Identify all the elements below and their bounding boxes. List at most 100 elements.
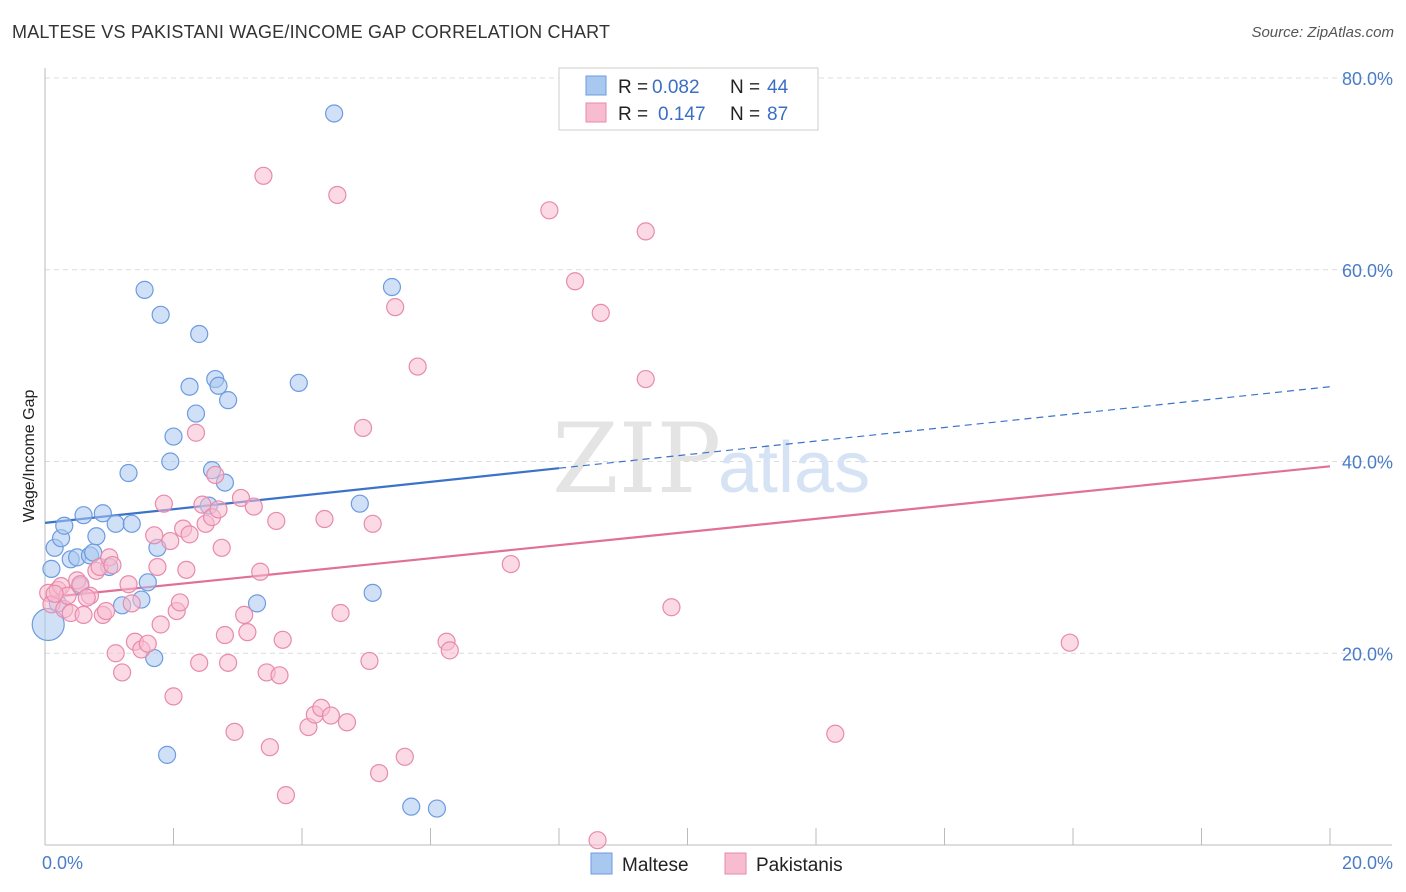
point-pakistanis-49 [244,497,263,516]
point-pakistanis-79 [591,303,610,322]
point-pakistanis-84 [1060,633,1079,652]
point-maltese-1 [42,559,61,578]
point-pakistanis-82 [662,598,681,617]
legend-n-label-maltese: N = [730,77,760,98]
watermark-atlas: atlas [718,428,870,508]
point-maltese-27 [164,427,183,446]
point-pakistanis-72 [408,357,427,376]
point-pakistanis-71 [395,747,414,766]
point-maltese-28 [180,377,199,396]
y-axis-title: Wage/Income Gap [21,390,38,523]
trend-line-extension-maltese [558,386,1331,469]
point-pakistanis-83 [826,724,845,743]
point-pakistanis-56 [273,630,292,649]
legend-r-pakistanis: 0.147 [658,104,706,125]
point-pakistanis-42 [212,538,231,557]
point-maltese-5 [55,516,74,535]
grid-lines [45,77,1392,654]
point-pakistanis-85 [45,584,64,603]
point-pakistanis-86 [77,588,96,607]
point-pakistanis-70 [386,298,405,317]
point-pakistanis-64 [331,603,350,623]
point-pakistanis-48 [238,623,257,642]
bottom-legend-swatch-pakistanis [724,852,747,875]
y-tick-label-40: 40.0% [1342,453,1393,473]
point-maltese-38 [289,373,308,392]
point-pakistanis-23 [138,634,157,653]
point-pakistanis-66 [353,418,373,438]
legend-n-pakistanis: 87 [767,104,788,125]
point-pakistanis-36 [190,653,209,672]
bottom-legend: Maltese Pakistanis [590,852,843,876]
point-pakistanis-63 [328,185,347,205]
point-pakistanis-54 [267,511,286,531]
x-tick-labels: 0.0% 20.0% [42,853,1393,873]
point-maltese-30 [190,324,209,344]
point-pakistanis-68 [363,514,382,533]
point-pakistanis-46 [231,488,251,508]
legend-n-label-pakistanis: N = [730,104,760,125]
chart-title: MALTESE VS PAKISTANI WAGE/INCOME GAP COR… [12,22,611,42]
legend-r-label-pakistanis: R = [618,104,648,125]
point-maltese-21 [138,573,157,592]
axes [44,68,1392,846]
point-maltese-39 [325,104,344,123]
legend-r-maltese: 0.082 [652,77,700,98]
point-maltese-25 [157,745,177,764]
point-pakistanis-28 [161,531,180,551]
point-pakistanis-26 [151,615,170,634]
point-maltese-40 [350,494,369,513]
point-pakistanis-20 [122,594,141,613]
y-tick-label-60: 60.0% [1342,261,1393,281]
point-pakistanis-19 [119,575,138,594]
point-pakistanis-43 [215,625,234,645]
point-pakistanis-47 [235,605,254,625]
point-maltese-18 [122,514,141,533]
point-pakistanis-65 [337,713,357,732]
point-pakistanis-80 [636,222,655,241]
point-pakistanis-25 [148,557,167,577]
point-pakistanis-74 [440,641,459,660]
point-pakistanis-61 [315,509,334,529]
point-pakistanis-69 [370,763,389,783]
legend-r-label-maltese: R = [618,77,648,98]
point-pakistanis-76 [540,201,559,220]
point-maltese-15 [106,514,125,533]
y-tick-labels: 20.0% 40.0% 60.0% 80.0% [1342,69,1393,664]
point-maltese-37 [247,594,267,613]
y-tick-label-80: 80.0% [1342,69,1393,89]
point-maltese-34 [209,376,228,395]
point-maltese-20 [135,280,154,299]
point-pakistanis-53 [260,738,279,757]
point-pakistanis-75 [501,554,520,574]
point-maltese-41 [363,583,382,602]
point-maltese-12 [87,527,106,546]
point-pakistanis-29 [164,687,183,706]
point-pakistanis-62 [321,706,341,725]
legend: R = 0.082 N = 44 R = 0.147 N = 87 [558,67,819,131]
bottom-legend-label-pakistanis: Pakistanis [756,855,843,876]
point-maltese-29 [186,404,206,423]
point-pakistanis-57 [276,786,296,805]
legend-n-maltese: 44 [767,77,789,98]
point-pakistanis-14 [96,601,116,621]
point-pakistanis-27 [154,494,173,513]
point-pakistanis-31 [170,593,190,612]
point-pakistanis-9 [74,605,93,625]
point-pakistanis-16 [103,555,122,575]
x-tick-label-max: 20.0% [1342,853,1393,873]
point-pakistanis-44 [219,653,238,672]
point-pakistanis-51 [254,166,273,185]
data-points [31,104,1079,850]
point-maltese-42 [382,277,402,297]
point-pakistanis-55 [270,666,289,685]
x-tick-label-min: 0.0% [42,853,83,873]
point-maltese-13 [93,504,112,523]
point-pakistanis-78 [588,831,607,850]
point-pakistanis-17 [106,644,125,663]
point-pakistanis-67 [360,651,379,671]
point-pakistanis-50 [251,562,270,581]
watermark-zip: ZIP [552,403,721,515]
point-pakistanis-33 [177,560,196,579]
point-pakistanis-35 [186,423,206,442]
